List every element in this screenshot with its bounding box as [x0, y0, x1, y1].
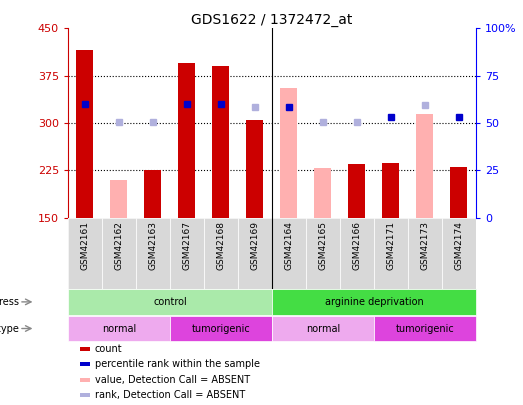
Bar [348, 164, 366, 217]
Text: GSM42163: GSM42163 [149, 221, 157, 270]
Text: GSM42161: GSM42161 [81, 221, 89, 270]
Text: rank, Detection Call = ABSENT: rank, Detection Call = ABSENT [95, 390, 245, 400]
Text: GSM42165: GSM42165 [319, 221, 327, 270]
Bar [170, 316, 272, 341]
Text: GSM42162: GSM42162 [115, 221, 123, 270]
Text: normal: normal [306, 324, 340, 333]
Bar [144, 170, 162, 217]
Text: GSM42168: GSM42168 [217, 221, 225, 270]
Bar [80, 393, 90, 397]
Bar [374, 217, 408, 289]
Bar [204, 217, 238, 289]
Bar [68, 289, 272, 315]
Text: tumorigenic: tumorigenic [191, 324, 251, 333]
Bar [374, 316, 476, 341]
Bar [68, 217, 102, 289]
Title: GDS1622 / 1372472_at: GDS1622 / 1372472_at [191, 13, 353, 27]
Bar [76, 51, 94, 217]
Bar [80, 362, 90, 367]
Bar [272, 316, 374, 341]
Bar [272, 217, 306, 289]
Bar [450, 167, 468, 217]
Text: GSM42169: GSM42169 [251, 221, 259, 270]
Bar [80, 347, 90, 351]
Bar [80, 377, 90, 382]
Bar [136, 217, 170, 289]
Text: GSM42171: GSM42171 [386, 221, 395, 270]
Text: control: control [153, 297, 187, 307]
Bar [442, 217, 476, 289]
Bar [246, 120, 264, 217]
Bar [280, 88, 298, 217]
Text: percentile rank within the sample: percentile rank within the sample [95, 359, 259, 369]
Bar [212, 66, 230, 217]
Text: arginine deprivation: arginine deprivation [325, 297, 423, 307]
Text: tumorigenic: tumorigenic [395, 324, 454, 333]
Text: GSM42167: GSM42167 [183, 221, 191, 270]
Text: normal: normal [102, 324, 136, 333]
Bar [170, 217, 204, 289]
Bar [408, 217, 442, 289]
Bar [306, 217, 340, 289]
Text: count: count [95, 344, 122, 354]
Bar [272, 289, 476, 315]
Text: value, Detection Call = ABSENT: value, Detection Call = ABSENT [95, 375, 249, 385]
Bar [314, 168, 332, 217]
Bar [340, 217, 374, 289]
Bar [110, 180, 128, 217]
Bar [238, 217, 272, 289]
Text: GSM42173: GSM42173 [420, 221, 429, 270]
Bar [178, 63, 196, 217]
Text: GSM42174: GSM42174 [454, 221, 463, 270]
Text: cell type: cell type [0, 324, 19, 333]
Text: GSM42166: GSM42166 [353, 221, 361, 270]
Bar [382, 163, 400, 217]
Text: GSM42164: GSM42164 [285, 221, 293, 270]
Bar [68, 316, 170, 341]
Text: stress: stress [0, 297, 19, 307]
Bar [416, 113, 434, 217]
Bar [102, 217, 136, 289]
